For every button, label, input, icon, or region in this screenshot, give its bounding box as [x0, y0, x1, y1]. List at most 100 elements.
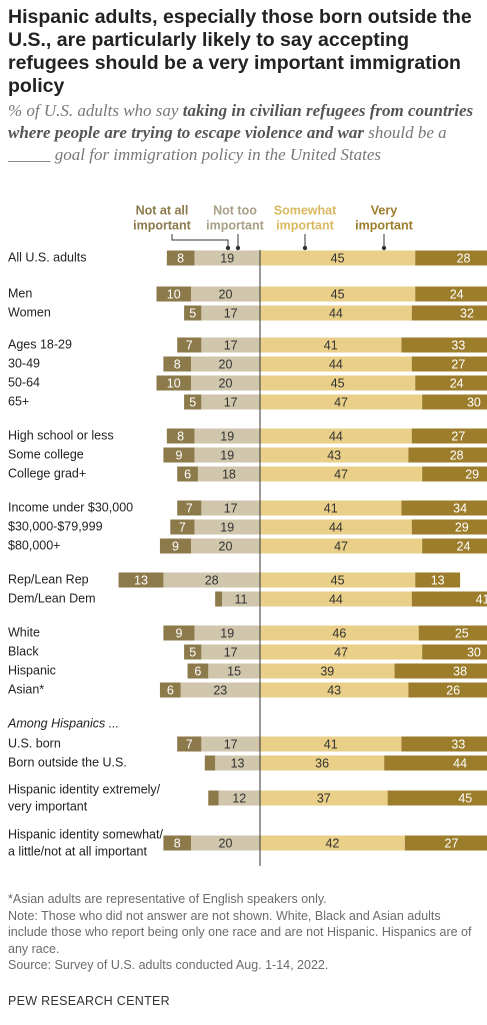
value-label-very: 44	[453, 756, 467, 770]
bar-somewhat-important	[260, 394, 423, 410]
value-label-somewhat: 41	[324, 501, 338, 515]
bar-somewhat-important	[260, 644, 423, 660]
value-label-not-at-all: 5	[189, 645, 196, 659]
value-label-somewhat: 44	[329, 306, 343, 320]
bar-very-important	[418, 625, 487, 641]
value-label-not-at-all: 7	[186, 501, 193, 515]
value-label-somewhat: 39	[320, 664, 334, 678]
row-label: a little/not at all important	[8, 844, 147, 858]
value-label-not-too: 20	[219, 287, 233, 301]
value-label-not-too: 12	[232, 791, 246, 805]
value-label-somewhat: 36	[315, 756, 329, 770]
bar-very-important	[411, 356, 487, 372]
bar-very-important	[401, 500, 487, 516]
value-label-somewhat: 44	[329, 592, 343, 606]
bar-not-at-all-important	[184, 305, 202, 321]
legend-label-somewhat: important	[276, 218, 334, 232]
value-label-not-too: 18	[222, 467, 236, 481]
bar-not-too-important	[201, 736, 260, 752]
value-label-not-at-all: 6	[184, 467, 191, 481]
value-label-very: 24	[450, 376, 464, 390]
bar-somewhat-important	[260, 428, 412, 444]
value-label-very: 41	[476, 592, 487, 606]
bar-not-too-important	[208, 663, 260, 679]
bar-very-important	[411, 591, 487, 607]
value-label-very: 30	[467, 395, 481, 409]
bar-somewhat-important	[260, 447, 409, 463]
bar-not-at-all-important	[163, 835, 191, 851]
row-label: 50-64	[8, 375, 40, 389]
row-label: Men	[8, 286, 32, 300]
value-label-very: 29	[455, 520, 469, 534]
value-label-somewhat: 41	[324, 737, 338, 751]
bar-very-important	[422, 644, 487, 660]
value-label-not-at-all: 13	[134, 573, 148, 587]
value-label-somewhat: 43	[327, 448, 341, 462]
bar-not-at-all-important	[184, 644, 202, 660]
value-label-very: 29	[465, 467, 479, 481]
value-label-not-at-all: 8	[174, 836, 181, 850]
value-label-not-at-all: 7	[186, 338, 193, 352]
bar-not-at-all-important	[184, 394, 202, 410]
bar-very-important	[411, 519, 487, 535]
bar-very-important	[408, 682, 487, 698]
bar-not-at-all-important	[208, 790, 219, 806]
subtitle-post: should be a _____ goal for immigration p…	[8, 123, 447, 164]
bar-very-important	[415, 572, 461, 588]
bar-not-at-all-important	[166, 428, 195, 444]
bar-not-at-all-important	[187, 663, 209, 679]
legend-dot-not-too	[235, 245, 241, 251]
bar-not-at-all-important	[177, 337, 202, 353]
bar-not-at-all-important	[166, 250, 195, 266]
value-label-somewhat: 43	[327, 683, 341, 697]
legend-dot-somewhat	[302, 245, 308, 251]
bar-very-important	[401, 337, 487, 353]
bar-not-at-all-important	[215, 591, 223, 607]
bar-very-important	[415, 375, 487, 391]
subtitle-pre: % of U.S. adults who say	[8, 101, 183, 120]
bar-very-important	[401, 736, 487, 752]
bar-not-at-all-important	[163, 356, 191, 372]
value-label-very: 27	[451, 357, 465, 371]
value-label-very: 28	[450, 448, 464, 462]
value-label-very: 24	[457, 539, 471, 553]
bar-not-too-important	[194, 625, 260, 641]
legend-label-not-at-all: important	[133, 218, 191, 232]
legend-label-not-at-all: Not at all	[136, 203, 189, 217]
value-label-not-too: 23	[213, 683, 227, 697]
bar-somewhat-important	[260, 375, 416, 391]
value-label-somewhat: 45	[331, 251, 345, 265]
value-label-somewhat: 47	[334, 539, 348, 553]
value-label-not-at-all: 9	[175, 626, 182, 640]
bar-very-important	[408, 447, 487, 463]
value-label-somewhat: 44	[329, 357, 343, 371]
bar-somewhat-important	[260, 466, 423, 482]
value-label-not-too: 17	[224, 645, 238, 659]
bar-not-at-all-important	[170, 519, 195, 535]
legend-label-not-too: important	[206, 218, 264, 232]
value-label-somewhat: 46	[332, 626, 346, 640]
bar-somewhat-important	[260, 538, 423, 554]
value-label-not-too: 19	[220, 520, 234, 534]
bar-somewhat-important	[260, 286, 416, 302]
row-label: Hispanic	[8, 663, 56, 677]
value-label-very: 13	[431, 573, 445, 587]
value-label-very: 26	[446, 683, 460, 697]
row-label: Income under $30,000	[8, 500, 133, 514]
bar-somewhat-important	[260, 790, 388, 806]
value-label-very: 33	[451, 737, 465, 751]
value-label-not-at-all: 8	[177, 251, 184, 265]
value-label-not-too: 19	[220, 448, 234, 462]
bar-somewhat-important	[260, 519, 412, 535]
bar-not-too-important	[194, 447, 260, 463]
value-label-somewhat: 45	[331, 287, 345, 301]
bar-very-important	[404, 835, 487, 851]
bar-very-important	[415, 286, 487, 302]
bar-somewhat-important	[260, 305, 412, 321]
value-label-somewhat: 45	[331, 376, 345, 390]
bar-very-important	[422, 538, 487, 554]
bar-very-important	[411, 305, 487, 321]
row-label: 65+	[8, 394, 29, 408]
value-label-somewhat: 47	[334, 645, 348, 659]
row-label: 30-49	[8, 356, 40, 370]
